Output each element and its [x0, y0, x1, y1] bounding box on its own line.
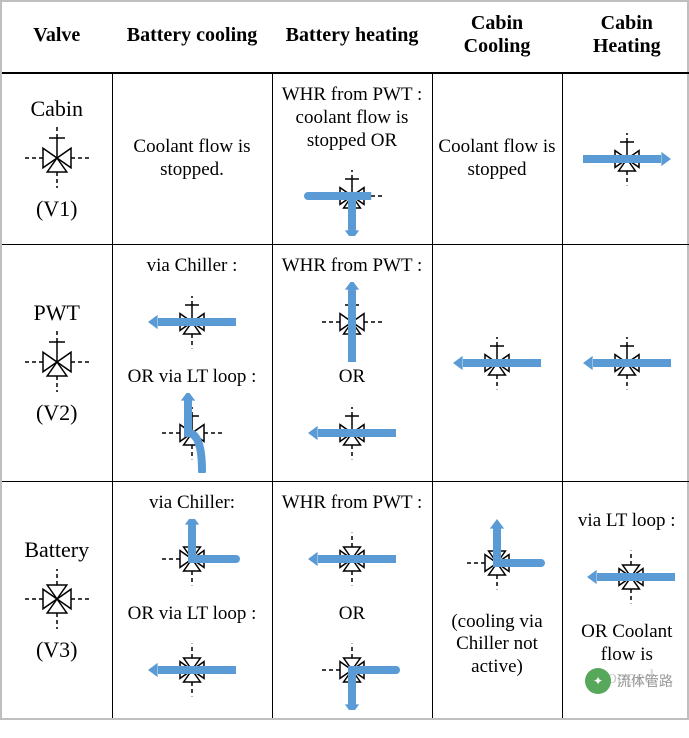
row-code: (V2) — [6, 400, 108, 426]
valve-icon-3way — [12, 330, 102, 394]
cell-text: via Chiller : — [117, 255, 268, 278]
row-header: PWT (V2) — [2, 245, 112, 482]
cell-cabin-cabin_heat — [562, 73, 689, 245]
valve-icon-4way — [12, 567, 102, 631]
flow-icon — [288, 393, 416, 473]
flow-icon — [288, 282, 416, 362]
cell-text: via Chiller: — [117, 492, 268, 515]
header-batt-cool: Battery cooling — [112, 2, 272, 73]
cell-text: Coolant flow is stopped. — [117, 136, 268, 182]
flow-icon — [567, 119, 687, 199]
cell-cabin-cabin_cool: Coolant flow is stopped — [432, 73, 562, 245]
flow-icon — [437, 323, 557, 403]
flow-icon — [128, 393, 256, 473]
cell-text: OR via LT loop : — [117, 366, 268, 389]
cell-text: WHR from PWT : — [277, 255, 428, 278]
flow-icon — [292, 156, 412, 236]
row-label: Cabin — [6, 96, 108, 122]
flow-icon — [567, 537, 689, 617]
cell-text: OR via LT loop : — [117, 603, 268, 626]
watermark-text: 流体管路 — [617, 671, 673, 691]
row-label: PWT — [6, 300, 108, 326]
cell-pwt-batt_cool: via Chiller : OR via LT loop : — [112, 245, 272, 482]
cell-text: WHR from PWT : coolant flow is stopped O… — [277, 84, 428, 152]
header-row: Valve Battery cooling Battery heating Ca… — [2, 2, 689, 73]
cell-text: via LT loop : — [567, 510, 688, 533]
cell-battery-batt_heat: WHR from PWT : OR — [272, 481, 432, 717]
cell-cabin-batt_heat: WHR from PWT : coolant flow is stopped O… — [272, 73, 432, 245]
cell-text: Coolant flow is stopped — [437, 136, 558, 182]
flow-icon — [567, 323, 687, 403]
row-header: Cabin (V1) — [2, 73, 112, 245]
header-valve: Valve — [2, 2, 112, 73]
table-row: PWT(V2)via Chiller :OR via LT loop :WHR … — [2, 245, 689, 482]
flow-icon — [288, 630, 416, 710]
row-label: Battery — [6, 537, 108, 563]
cell-text: WHR from PWT : — [277, 492, 428, 515]
cell-text: OR — [277, 366, 428, 389]
cell-pwt-cabin_cool — [432, 245, 562, 482]
header-batt-heat: Battery heating — [272, 2, 432, 73]
row-code: (V1) — [6, 196, 108, 222]
watermark-badge: ✦ 流体管路 — [581, 666, 677, 696]
row-header: Battery (V3) — [2, 481, 112, 717]
flow-icon — [288, 519, 416, 599]
cell-text: (cooling via Chiller not active) — [437, 611, 558, 679]
valve-icon-3way — [12, 126, 102, 190]
cell-pwt-batt_heat: WHR from PWT : OR — [272, 245, 432, 482]
valve-table-container: Valve Battery cooling Battery heating Ca… — [0, 0, 689, 720]
flow-icon — [128, 282, 256, 362]
cell-battery-cabin_cool: (cooling via Chiller not active) — [432, 481, 562, 717]
flow-icon — [128, 519, 256, 599]
flow-icon — [437, 519, 557, 607]
cell-cabin-batt_cool: Coolant flow is stopped. — [112, 73, 272, 245]
cell-pwt-cabin_heat — [562, 245, 689, 482]
row-code: (V3) — [6, 637, 108, 663]
table-row: Cabin (V1) Coolant flow is stopped.WHR fro… — [2, 73, 689, 245]
wechat-icon: ✦ — [585, 668, 611, 694]
cell-text: OR — [277, 603, 428, 626]
header-cabin-cool: Cabin Cooling — [432, 2, 562, 73]
valve-table: Valve Battery cooling Battery heating Ca… — [2, 2, 689, 718]
flow-icon — [128, 630, 256, 710]
cell-battery-batt_cool: via Chiller: OR via LT loop : — [112, 481, 272, 717]
header-cabin-heat: Cabin Heating — [562, 2, 689, 73]
